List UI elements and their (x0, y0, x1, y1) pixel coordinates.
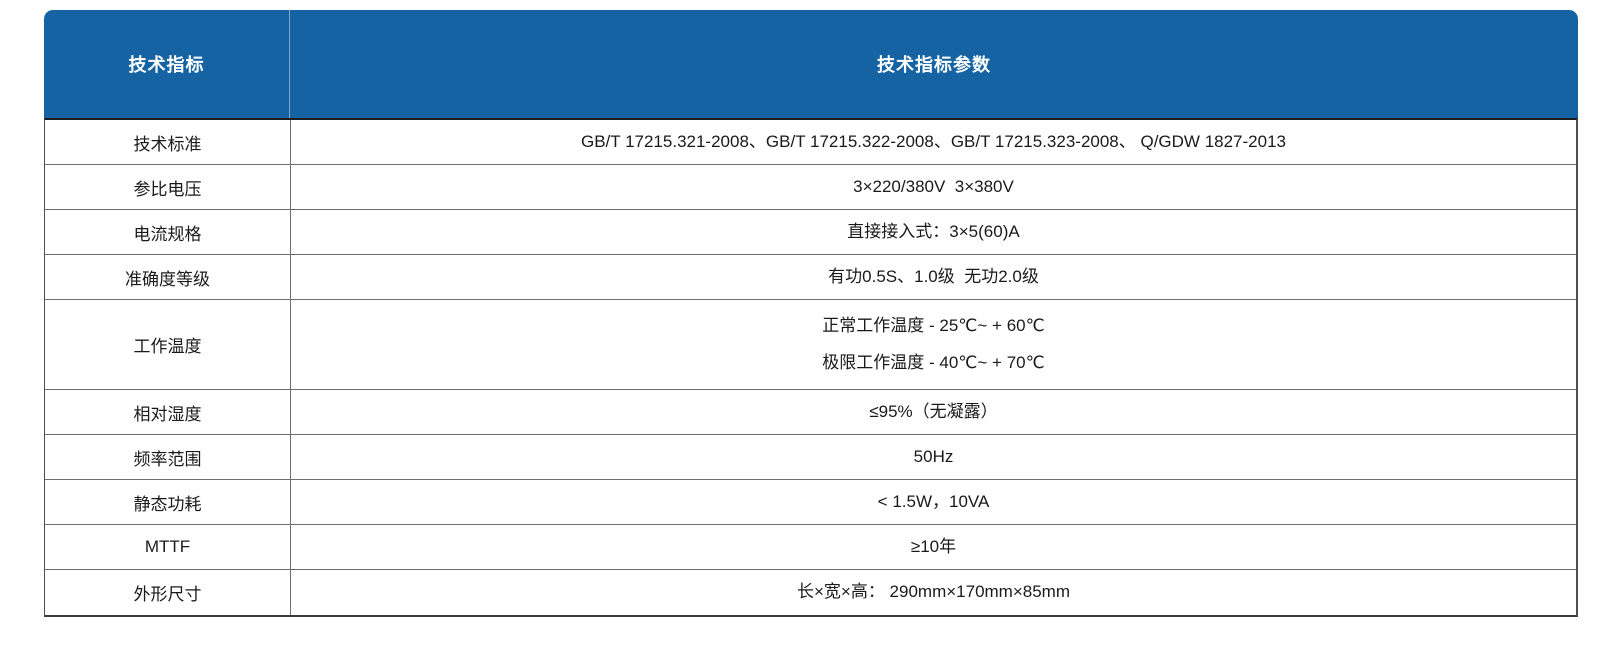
table-row-current: 电流规格 直接接入式：3×5(60)A (45, 210, 1576, 255)
row-value-text: < 1.5W，10VA (877, 491, 990, 511)
row-value: 长×宽×高： 290mm×170mm×85mm (291, 570, 1576, 615)
row-value: 直接接入式：3×5(60)A (291, 210, 1576, 254)
row-label: 电流规格 (45, 210, 291, 254)
table-row-dimensions: 外形尺寸 长×宽×高： 290mm×170mm×85mm (45, 570, 1576, 615)
row-value-text: 有功0.5S、1.0级 无功2.0级 (828, 266, 1039, 286)
row-value: ≤95%（无凝露） (291, 390, 1576, 434)
technical-spec-table: 技术指标 技术指标参数 技术标准 GB/T 17215.321-2008、GB/… (44, 10, 1578, 617)
row-label: 相对湿度 (45, 390, 291, 434)
row-label: 工作温度 (45, 300, 291, 389)
row-value: 正常工作温度 - 25℃~ + 60℃ 极限工作温度 - 40℃~ + 70℃ (291, 300, 1576, 389)
table-row-standard: 技术标准 GB/T 17215.321-2008、GB/T 17215.322-… (45, 120, 1576, 165)
row-value-text: 长×宽×高： 290mm×170mm×85mm (796, 582, 1071, 602)
row-value: 3×220/380V 3×380V (291, 165, 1576, 209)
row-value-text-line2: 极限工作温度 - 40℃~ + 70℃ (822, 352, 1045, 372)
row-value-text: ≥10年 (910, 536, 957, 556)
table-body: 技术标准 GB/T 17215.321-2008、GB/T 17215.322-… (44, 118, 1578, 617)
table-row-accuracy: 准确度等级 有功0.5S、1.0级 无功2.0级 (45, 255, 1576, 300)
row-value-text: GB/T 17215.321-2008、GB/T 17215.322-2008、… (580, 131, 1286, 151)
header-cell-parameters: 技术指标参数 (877, 55, 991, 75)
table-row-frequency: 频率范围 50Hz (45, 435, 1576, 480)
row-label: 频率范围 (45, 435, 291, 479)
table-row-mttf: MTTF ≥10年 (45, 525, 1576, 570)
row-label: MTTF (45, 525, 291, 569)
table-row-voltage: 参比电压 3×220/380V 3×380V (45, 165, 1576, 210)
row-value: 50Hz (291, 435, 1576, 479)
row-label: 静态功耗 (45, 480, 291, 524)
table-row-humidity: 相对湿度 ≤95%（无凝露） (45, 390, 1576, 435)
row-value: GB/T 17215.321-2008、GB/T 17215.322-2008、… (291, 120, 1576, 164)
row-value-text: 3×220/380V 3×380V (853, 176, 1014, 196)
row-value-text: ≤95%（无凝露） (869, 401, 998, 421)
row-value: ≥10年 (291, 525, 1576, 569)
row-value-text-line1: 正常工作温度 - 25℃~ + 60℃ (822, 315, 1045, 335)
table-row-temperature: 工作温度 正常工作温度 - 25℃~ + 60℃ 极限工作温度 - 40℃~ +… (45, 300, 1576, 390)
row-label: 外形尺寸 (45, 570, 291, 615)
row-value: < 1.5W，10VA (291, 480, 1576, 524)
row-value-text: 50Hz (913, 446, 954, 466)
row-value-text: 直接接入式：3×5(60)A (847, 221, 1020, 241)
header-cell-indicator: 技术指标 (44, 10, 290, 118)
row-value: 有功0.5S、1.0级 无功2.0级 (291, 255, 1576, 299)
row-label: 准确度等级 (45, 255, 291, 299)
row-label: 技术标准 (45, 120, 291, 164)
row-label: 参比电压 (45, 165, 291, 209)
table-row-power-consumption: 静态功耗 < 1.5W，10VA (45, 480, 1576, 525)
table-header-row: 技术指标 技术指标参数 (44, 10, 1578, 118)
